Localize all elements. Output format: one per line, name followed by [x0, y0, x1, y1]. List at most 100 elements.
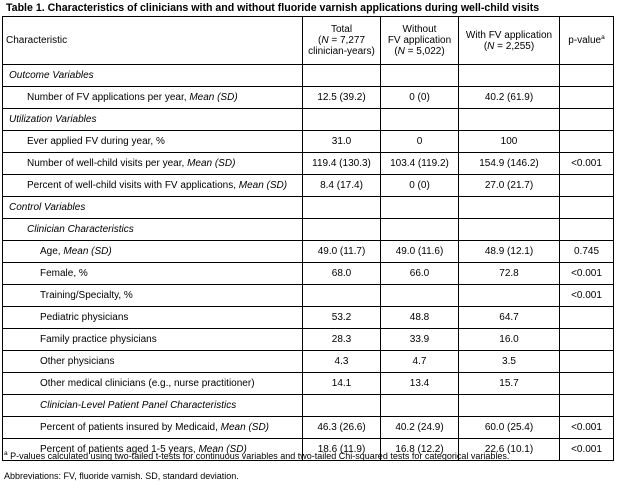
total-cell: 8.4 (17.4) — [302, 174, 381, 197]
row-label: Percent of patients aged 1-5 years, Mean… — [2, 438, 303, 461]
total-cell: 12.5 (39.2) — [302, 86, 381, 109]
p-value-cell: <0.001 — [559, 284, 614, 307]
header-total: Total (N = 7,277 clinician-years) — [302, 16, 381, 65]
row-label: Pediatric physicians — [2, 306, 303, 329]
table-row: Percent of well-child visits with FV app… — [2, 174, 614, 197]
table-row: Pediatric physicians 53.2 48.8 64.7 — [2, 306, 614, 329]
p-value-cell: <0.001 — [559, 262, 614, 285]
table-row: Age, Mean (SD) 49.0 (11.7) 49.0 (11.6) 48.9… — [2, 240, 614, 263]
with-fv-cell: 48.9 (12.1) — [458, 240, 560, 263]
total-cell — [302, 108, 381, 131]
p-value-cell: <0.001 — [559, 438, 614, 461]
row-label: Control Variables — [2, 196, 303, 219]
header-without-fv: Without FV application (N = 5,022) — [380, 16, 459, 65]
without-fv-cell — [380, 196, 459, 219]
total-cell: 49.0 (11.7) — [302, 240, 381, 263]
without-fv-cell: 66.0 — [380, 262, 459, 285]
p-value-cell — [559, 328, 614, 351]
without-fv-cell: 48.8 — [380, 306, 459, 329]
total-cell — [302, 284, 381, 307]
with-fv-cell: 154.9 (146.2) — [458, 152, 560, 175]
total-cell: 53.2 — [302, 306, 381, 329]
with-fv-cell: 64.7 — [458, 306, 560, 329]
with-fv-cell: 100 — [458, 130, 560, 153]
total-cell — [302, 196, 381, 219]
footnote-pvalue: a P-values calculated using two-tailed t… — [4, 450, 510, 461]
p-value-cell — [559, 86, 614, 109]
without-fv-cell: 0 (0) — [380, 86, 459, 109]
table-row: Training/Specialty, % <0.001 — [2, 284, 614, 307]
p-value-cell: 0.745 — [559, 240, 614, 263]
header-p-value: p-valuea — [559, 16, 614, 65]
p-value-cell — [559, 108, 614, 131]
without-fv-cell: 0 (0) — [380, 174, 459, 197]
without-fv-cell — [380, 284, 459, 307]
table-row: Number of well-child visits per year, Me… — [2, 152, 614, 175]
with-fv-cell — [458, 64, 560, 87]
row-label: Outcome Variables — [2, 64, 303, 87]
table-row: Other physicians 4.3 4.7 3.5 — [2, 350, 614, 373]
total-cell: 31.0 — [302, 130, 381, 153]
header-row: Characteristic Total (N = 7,277 clinicia… — [2, 16, 614, 65]
row-label: Training/Specialty, % — [2, 284, 303, 307]
p-value-cell — [559, 196, 614, 219]
row-label: Number of well-child visits per year, Me… — [2, 152, 303, 175]
p-value-cell — [559, 130, 614, 153]
p-value-cell: <0.001 — [559, 152, 614, 175]
table-title: Table 1. Characteristics of clinicians w… — [6, 2, 540, 14]
without-fv-cell: 13.4 — [380, 372, 459, 395]
without-fv-cell: 16.8 (12.2) — [380, 438, 459, 461]
p-value-cell — [559, 394, 614, 417]
total-cell: 68.0 — [302, 262, 381, 285]
with-fv-cell: 16.0 — [458, 328, 560, 351]
header-with-fv: With FV application (N = 2,255) — [458, 16, 560, 65]
with-fv-cell: 40.2 (61.9) — [458, 86, 560, 109]
without-fv-cell: 103.4 (119.2) — [380, 152, 459, 175]
with-fv-cell: 15.7 — [458, 372, 560, 395]
section-row: Clinician Characteristics — [2, 218, 614, 241]
with-fv-cell: 3.5 — [458, 350, 560, 373]
total-cell: 119.4 (130.3) — [302, 152, 381, 175]
table-row: Female, % 68.0 66.0 72.8 <0.001 — [2, 262, 614, 285]
with-fv-cell: 22.6 (10.1) — [458, 438, 560, 461]
table-row: Percent of patients insured by Medicaid,… — [2, 416, 614, 439]
section-row: Outcome Variables — [2, 64, 614, 87]
without-fv-cell: 40.2 (24.9) — [380, 416, 459, 439]
with-fv-cell — [458, 196, 560, 219]
total-cell — [302, 394, 381, 417]
section-row: Utilization Variables — [2, 108, 614, 131]
p-value-cell — [559, 64, 614, 87]
without-fv-cell: 49.0 (11.6) — [380, 240, 459, 263]
without-fv-cell: 0 — [380, 130, 459, 153]
footnote-abbreviations: Abbreviations: FV, fluoride varnish. SD,… — [4, 471, 239, 481]
row-label: Age, Mean (SD) — [2, 240, 303, 263]
row-label: Utilization Variables — [2, 108, 303, 131]
row-label: Number of FV applications per year, Mean… — [2, 86, 303, 109]
table-row: Other medical clinicians (e.g., nurse pr… — [2, 372, 614, 395]
header-characteristic: Characteristic — [2, 16, 303, 65]
p-value-cell — [559, 306, 614, 329]
without-fv-cell — [380, 108, 459, 131]
row-label: Ever applied FV during year, % — [2, 130, 303, 153]
total-cell — [302, 218, 381, 241]
total-cell: 28.3 — [302, 328, 381, 351]
with-fv-cell: 27.0 (21.7) — [458, 174, 560, 197]
with-fv-cell — [458, 108, 560, 131]
p-value-cell — [559, 372, 614, 395]
total-cell: 14.1 — [302, 372, 381, 395]
without-fv-cell: 33.9 — [380, 328, 459, 351]
p-value-cell — [559, 350, 614, 373]
row-label: Percent of patients insured by Medicaid,… — [2, 416, 303, 439]
table-row: Ever applied FV during year, % 31.0 0 100 — [2, 130, 614, 153]
with-fv-cell — [458, 394, 560, 417]
total-cell — [302, 64, 381, 87]
with-fv-cell — [458, 218, 560, 241]
row-label: Clinician Characteristics — [2, 218, 303, 241]
with-fv-cell: 60.0 (25.4) — [458, 416, 560, 439]
table-row: Family practice physicians 28.3 33.9 16.0 — [2, 328, 614, 351]
table-row: Percent of patients aged 1-5 years, Mean… — [2, 438, 614, 461]
p-value-cell — [559, 218, 614, 241]
characteristics-table: Characteristic Total (N = 7,277 clinicia… — [2, 16, 614, 461]
section-row: Control Variables — [2, 196, 614, 219]
without-fv-cell — [380, 394, 459, 417]
